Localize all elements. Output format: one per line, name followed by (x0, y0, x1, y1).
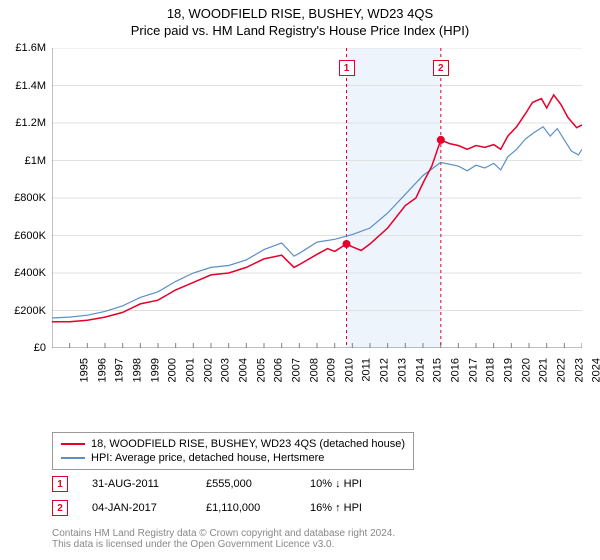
event-row: 1 31-AUG-2011 £555,000 10% ↓ HPI (52, 472, 400, 496)
legend-row: HPI: Average price, detached house, Hert… (61, 451, 405, 465)
x-tick-label: 2008 (304, 358, 320, 382)
x-tick-label: 1999 (145, 358, 161, 382)
x-tick-label: 2003 (216, 358, 232, 382)
x-tick-label: 2012 (375, 358, 391, 382)
legend-label: 18, WOODFIELD RISE, BUSHEY, WD23 4QS (de… (91, 438, 405, 450)
y-tick-label: £400K (14, 267, 52, 279)
x-tick-label: 2022 (551, 358, 567, 382)
x-tick-label: 2020 (516, 358, 532, 382)
event-marker-badge: 1 (339, 60, 355, 76)
y-tick-label: £800K (14, 192, 52, 204)
chart-container: 18, WOODFIELD RISE, BUSHEY, WD23 4QS Pri… (0, 0, 600, 560)
y-tick-label: £600K (14, 230, 52, 242)
x-tick-label: 1996 (92, 358, 108, 382)
x-tick-label: 2001 (180, 358, 196, 382)
y-tick-label: £1.2M (15, 117, 52, 129)
x-tick-label: 2013 (392, 358, 408, 382)
y-tick-label: £1M (25, 155, 52, 167)
footer-line2: This data is licensed under the Open Gov… (52, 539, 395, 550)
legend-swatch (61, 457, 85, 459)
event-price: £555,000 (206, 478, 286, 490)
x-tick-label: 2021 (534, 358, 550, 382)
legend-row: 18, WOODFIELD RISE, BUSHEY, WD23 4QS (de… (61, 437, 405, 451)
event-date: 31-AUG-2011 (92, 478, 182, 490)
x-tick-label: 2005 (251, 358, 267, 382)
legend: 18, WOODFIELD RISE, BUSHEY, WD23 4QS (de… (52, 432, 414, 470)
plot-area: £0£200K£400K£600K£800K£1M£1.2M£1.4M£1.6M… (52, 48, 582, 348)
event-delta: 10% ↓ HPI (310, 478, 400, 490)
x-tick-label: 2006 (269, 358, 285, 382)
title-line1: 18, WOODFIELD RISE, BUSHEY, WD23 4QS (0, 0, 600, 21)
event-delta: 16% ↑ HPI (310, 502, 400, 514)
event-badge: 2 (52, 500, 68, 516)
event-date: 04-JAN-2017 (92, 502, 182, 514)
event-marker-badge: 2 (433, 60, 449, 76)
x-tick-label: 2004 (233, 358, 249, 382)
x-tick-label: 1997 (110, 358, 126, 382)
x-tick-label: 2010 (339, 358, 355, 382)
event-row: 2 04-JAN-2017 £1,110,000 16% ↑ HPI (52, 496, 400, 520)
legend-swatch (61, 443, 85, 445)
event-price: £1,110,000 (206, 502, 286, 514)
x-tick-label: 2009 (322, 358, 338, 382)
events-table: 1 31-AUG-2011 £555,000 10% ↓ HPI 2 04-JAN-201… (52, 472, 400, 520)
x-tick-label: 2015 (428, 358, 444, 382)
x-tick-label: 1995 (74, 358, 90, 382)
plot-svg (52, 48, 582, 348)
x-tick-label: 2024 (587, 358, 600, 382)
y-tick-label: £1.6M (15, 42, 52, 54)
footer-line1: Contains HM Land Registry data © Crown c… (52, 528, 395, 539)
x-tick-label: 2019 (498, 358, 514, 382)
y-tick-label: £0 (34, 342, 52, 354)
x-tick-label: 2023 (569, 358, 585, 382)
event-badge: 1 (52, 476, 68, 492)
x-tick-label: 2016 (445, 358, 461, 382)
legend-label: HPI: Average price, detached house, Hert… (91, 452, 324, 464)
x-tick-label: 2018 (481, 358, 497, 382)
footer: Contains HM Land Registry data © Crown c… (52, 528, 395, 550)
x-tick-label: 2002 (198, 358, 214, 382)
x-tick-label: 2007 (286, 358, 302, 382)
x-tick-label: 1998 (127, 358, 143, 382)
title-line2: Price paid vs. HM Land Registry's House … (0, 21, 600, 42)
x-tick-label: 2011 (356, 358, 372, 382)
y-tick-label: £200K (14, 305, 52, 317)
y-tick-label: £1.4M (15, 80, 52, 92)
x-tick-label: 2014 (410, 358, 426, 382)
x-tick-label: 2000 (163, 358, 179, 382)
x-tick-label: 2017 (463, 358, 479, 382)
